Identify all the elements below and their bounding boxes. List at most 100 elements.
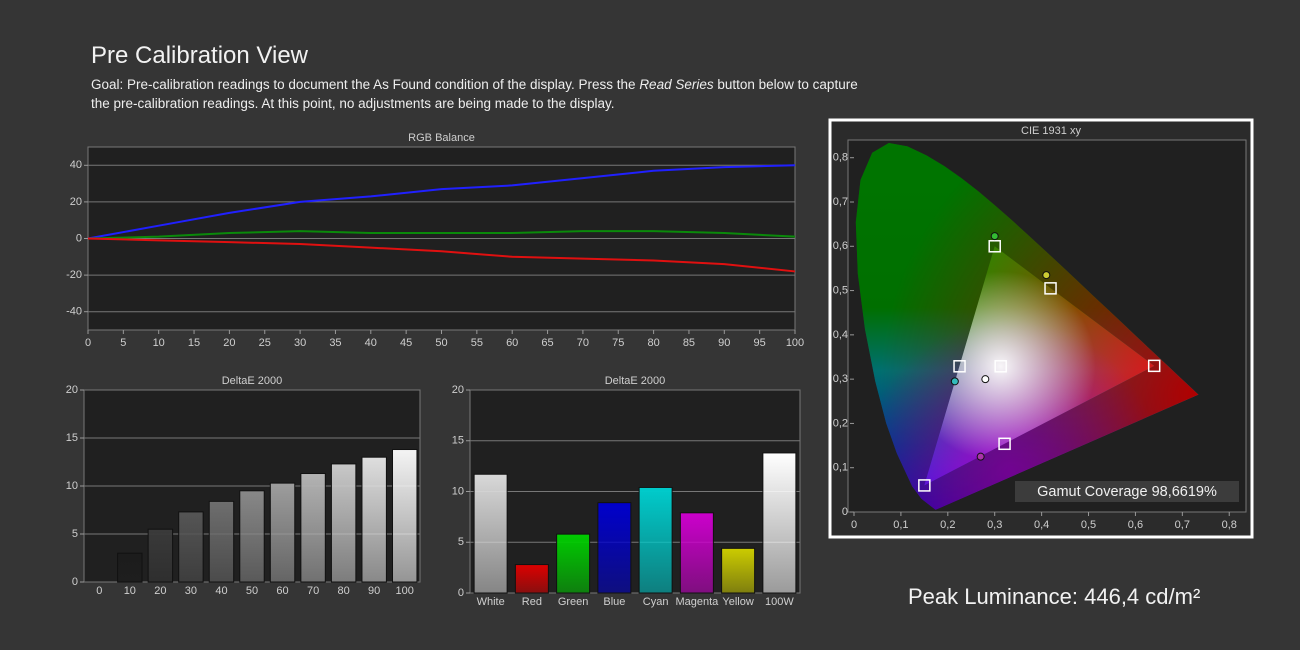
x-tick-label: 95 — [754, 337, 766, 349]
line — [87, 164, 796, 240]
bar — [556, 533, 591, 594]
y-tick-label: 0 — [458, 587, 464, 599]
x-tick-label: 100 — [786, 337, 804, 349]
x-tick-label: 30 — [294, 337, 306, 349]
measured-point — [990, 232, 999, 241]
x-tick-label: 50 — [246, 585, 258, 597]
y-tick-label: 0,6 — [833, 240, 848, 252]
y-tick-label: 20 — [452, 384, 464, 396]
x-tick-label: 20 — [154, 585, 166, 597]
x-tick-label: 0 — [851, 519, 857, 531]
measured-point — [981, 375, 990, 384]
x-tick-label: 10 — [153, 337, 165, 349]
y-tick-label: 0,5 — [833, 284, 848, 296]
x-tick-label: 90 — [368, 585, 380, 597]
x-tick-label: White — [477, 596, 505, 608]
bar — [117, 552, 143, 583]
bar — [147, 528, 174, 583]
y-tick-label: 5 — [72, 528, 78, 540]
bar — [361, 456, 387, 583]
target-point — [1147, 359, 1161, 373]
y-tick-label: 0 — [72, 576, 78, 588]
bar — [300, 473, 326, 583]
y-tick-label: 10 — [66, 480, 78, 492]
bar — [679, 512, 714, 594]
x-tick-label: 0,3 — [987, 519, 1002, 531]
annotation: Gamut Coverage 98,6619% — [1037, 484, 1217, 500]
target-point — [1044, 282, 1057, 295]
bar — [208, 500, 235, 583]
x-tick-label: 0,1 — [893, 519, 908, 531]
target-point — [918, 479, 931, 492]
y-tick-label: 0,2 — [833, 417, 848, 429]
bar — [330, 463, 357, 583]
x-tick-label: 0,7 — [1175, 519, 1190, 531]
x-tick-label: 75 — [612, 337, 624, 349]
x-tick-label: 60 — [276, 585, 288, 597]
bar — [178, 511, 204, 583]
y-tick-label: 0,3 — [833, 373, 848, 385]
bar — [597, 502, 632, 594]
x-tick-label: 0,4 — [1034, 519, 1049, 531]
chart-title: RGB Balance — [408, 132, 475, 144]
x-tick-label: 30 — [185, 585, 197, 597]
goal-text: Goal: Pre-calibration readings to docume… — [91, 77, 640, 92]
target-point — [994, 360, 1007, 373]
y-tick-label: -20 — [66, 269, 82, 281]
x-tick-label: 0 — [96, 585, 102, 597]
chart-title: CIE 1931 xy — [1021, 125, 1081, 137]
x-tick-label: 15 — [188, 337, 200, 349]
peak-luminance: Peak Luminance: 446,4 cd/m² — [908, 584, 1201, 609]
x-tick-label: 10 — [124, 585, 136, 597]
x-tick-label: 0 — [85, 337, 91, 349]
x-tick-label: 55 — [471, 337, 483, 349]
y-tick-label: 15 — [452, 435, 464, 447]
x-tick-label: Magenta — [675, 596, 719, 608]
x-tick-label: 0,8 — [1222, 519, 1237, 531]
y-tick-label: 15 — [66, 432, 78, 444]
x-tick-label: 80 — [647, 337, 659, 349]
goal-text: Goal: Pre-calibration readings to docume… — [91, 75, 866, 113]
x-tick-label: 40 — [215, 585, 227, 597]
x-tick-label: 100 — [396, 585, 414, 597]
page-title: Pre Calibration View — [91, 42, 308, 69]
line — [87, 237, 796, 273]
x-tick-label: 90 — [718, 337, 730, 349]
x-tick-label: 50 — [435, 337, 447, 349]
bar — [473, 473, 508, 594]
y-tick-label: 20 — [66, 384, 78, 396]
x-tick-label: 80 — [338, 585, 350, 597]
y-tick-label: 10 — [452, 485, 464, 497]
measured-point — [950, 377, 959, 386]
annotation-box — [1015, 481, 1239, 502]
x-tick-label: 20 — [223, 337, 235, 349]
x-tick-label: Blue — [603, 596, 625, 608]
x-tick-label: 25 — [259, 337, 271, 349]
button-name: Read Series — [639, 77, 714, 92]
chart-title: DeltaE 2000 — [222, 375, 283, 387]
line — [87, 230, 796, 240]
x-tick-label: 0,5 — [1081, 519, 1096, 531]
y-tick-label: 40 — [70, 159, 82, 171]
bar — [514, 564, 549, 594]
bar — [721, 547, 756, 594]
x-tick-label: 5 — [120, 337, 126, 349]
x-tick-label: 100W — [765, 596, 794, 608]
target-point — [998, 437, 1011, 451]
x-tick-label: 65 — [541, 337, 553, 349]
y-tick-label: 20 — [70, 196, 82, 208]
target-point — [988, 240, 1001, 253]
y-tick-label: 0 — [842, 506, 848, 518]
bar — [762, 452, 797, 594]
x-tick-label: Red — [522, 596, 542, 608]
y-tick-label: 0,4 — [833, 329, 848, 341]
x-tick-label: 35 — [329, 337, 341, 349]
y-tick-label: 0,7 — [833, 196, 848, 208]
bar — [269, 482, 296, 583]
goal-text: button below to capture the pre-calibrat… — [91, 77, 858, 111]
chart-title: DeltaE 2000 — [605, 375, 666, 387]
y-tick-label: 0 — [76, 232, 82, 244]
x-tick-label: Yellow — [722, 596, 753, 608]
